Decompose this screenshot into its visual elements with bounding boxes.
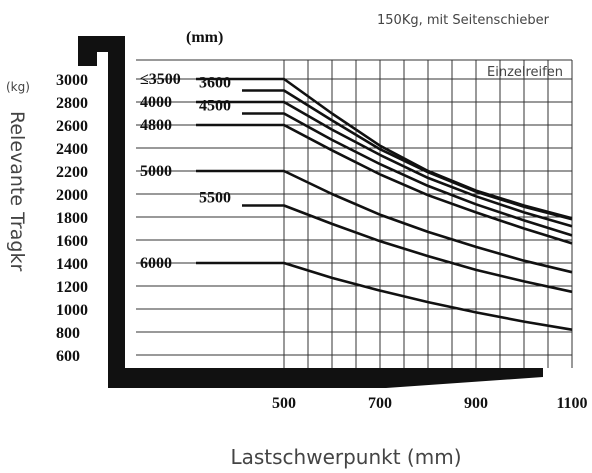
series-label-6: 5500	[199, 190, 231, 207]
tire-note: Einzelreifen	[487, 65, 563, 80]
y-tick-label: 1800	[56, 210, 88, 227]
x-tick-label: 700	[368, 395, 392, 412]
series-label-7: 6000	[140, 255, 172, 272]
x-axis-title: Lastschwerpunkt (mm)	[230, 445, 461, 469]
y-tick-label: 2000	[56, 187, 88, 204]
y-tick-label: 600	[56, 348, 80, 365]
y-tick-label: 1600	[56, 233, 88, 250]
series-label-4: 4800	[140, 117, 172, 134]
series-curve-5	[196, 169, 573, 274]
series-label-5: 5000	[140, 163, 172, 180]
series-label-0: ≤3500	[140, 71, 181, 88]
y-tick-label: 1000	[56, 302, 88, 319]
y-tick-label: 2800	[56, 95, 88, 112]
fork-shape	[78, 36, 543, 388]
series-curve-0	[196, 77, 573, 220]
y-tick-label: 2400	[56, 141, 88, 158]
x-tick-group: 500 700 900 1100	[272, 395, 588, 412]
series-curve-7	[196, 261, 573, 331]
x-tick-label: 500	[272, 395, 296, 412]
y-tick-group: 600 800 1000 1200 1400 1600 1800 2000 2200 2400 26…	[56, 72, 88, 365]
series-curve-4	[196, 123, 573, 245]
y-tick-label: 3000	[56, 72, 88, 89]
series-curve-1	[242, 89, 573, 221]
series-label-3: 4500	[199, 98, 231, 115]
y-tick-label: 1200	[56, 279, 88, 296]
y-tick-label: 2200	[56, 164, 88, 181]
y-tick-label: 800	[56, 325, 80, 342]
x-tick-label: 900	[464, 395, 488, 412]
y-axis-title: Relevante Tragkr	[6, 111, 28, 271]
series-curve-6	[242, 204, 573, 294]
series-label-2: 4000	[140, 94, 172, 111]
mm-unit-label: (mm)	[186, 29, 223, 46]
y-tick-label: 1400	[56, 256, 88, 273]
chart-subtitle: 150Kg, mit Seitenschieber	[377, 13, 550, 28]
curve-group	[196, 77, 573, 331]
curve-label-group: ≤3500 3600 4000 4500 4800 5000 5500 6000	[140, 71, 231, 272]
series-label-1: 3600	[199, 75, 231, 92]
y-tick-label: 2600	[56, 118, 88, 135]
series-curve-3	[242, 112, 573, 237]
series-curve-2	[196, 100, 573, 228]
x-tick-label: 1100	[556, 395, 587, 412]
y-unit-label: (kg)	[6, 80, 30, 94]
